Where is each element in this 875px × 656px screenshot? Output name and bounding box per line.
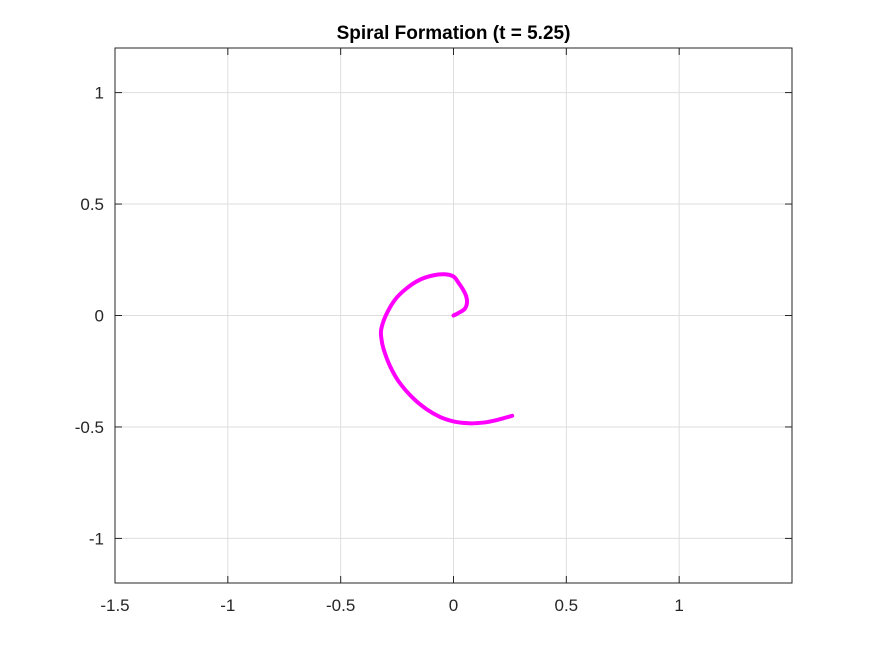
x-tick-label: 1: [674, 596, 683, 615]
chart-title: Spiral Formation (t = 5.25): [337, 23, 571, 44]
x-tick-label: 0.5: [555, 596, 579, 615]
spiral-series-line: [378, 272, 515, 426]
y-tick-label: 0: [95, 307, 104, 326]
x-tick-label: -1.5: [100, 596, 129, 615]
x-tick-label: -0.5: [326, 596, 355, 615]
tick-labels: -1.5 -1 -0.5 0 0.5 1 -1 -0.5 0 0.5 1: [75, 84, 684, 615]
x-tick-label: -1: [220, 596, 235, 615]
y-tick-label: 0.5: [80, 195, 104, 214]
y-tick-label: -1: [89, 529, 104, 548]
x-tick-label: 0: [449, 596, 458, 615]
y-tick-label: 1: [95, 84, 104, 103]
series-layer: [378, 272, 515, 426]
y-tick-label: -0.5: [75, 418, 104, 437]
ticks: [114, 48, 792, 583]
